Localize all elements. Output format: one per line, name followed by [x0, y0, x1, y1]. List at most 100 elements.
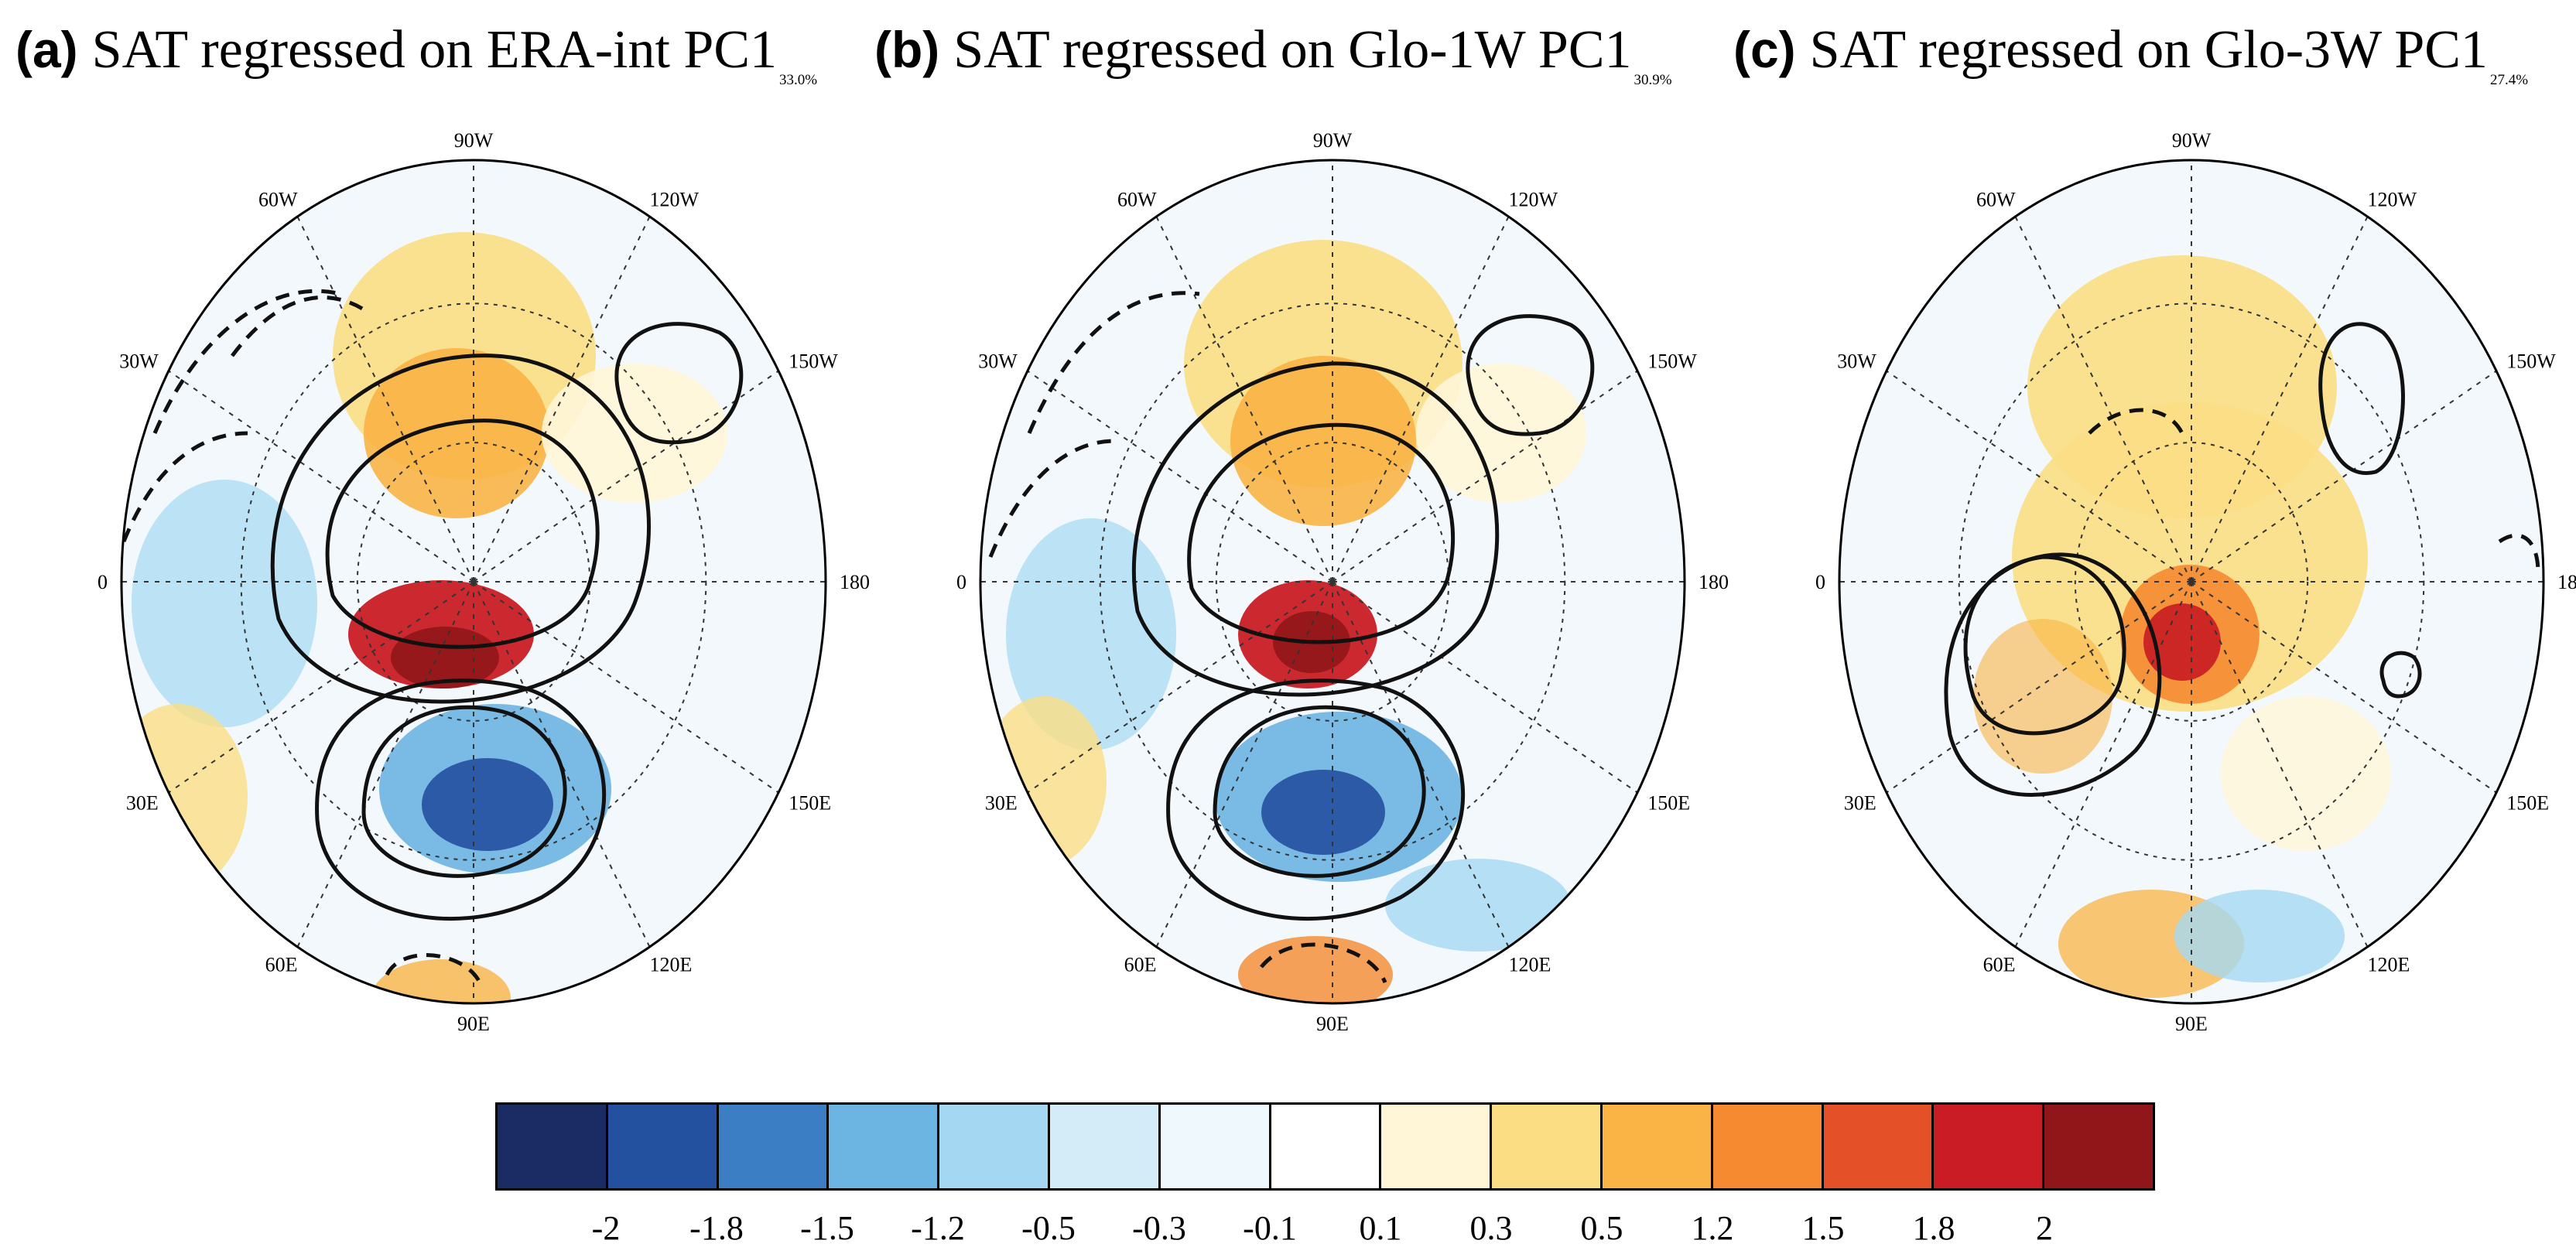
colorbar-segment — [1049, 1105, 1161, 1188]
colorbar-segment — [1381, 1105, 1493, 1188]
positive-contour — [315, 678, 607, 921]
colorbar-tick-label: -1.5 — [800, 1209, 854, 1247]
panel-label: (a) — [15, 21, 78, 78]
anomaly-patch — [371, 959, 511, 1003]
positive-contour — [1466, 314, 1595, 436]
colorbar-tick-label: 0.3 — [1469, 1209, 1513, 1247]
colorbar-tick-label: -1.2 — [911, 1209, 965, 1247]
variance-subscript: 27.4% — [2489, 72, 2529, 88]
positive-contour — [1187, 422, 1455, 644]
longitude-label: 90W — [1313, 129, 1353, 152]
positive-contour — [1213, 705, 1426, 878]
polar-map: 90W 120W 150W 180 150E 120E 90E 60E 30E 0 30W 60W — [97, 129, 870, 1035]
colorbar-segment — [498, 1105, 608, 1188]
map-boundary — [1838, 159, 2545, 1005]
variance-subscript: 30.9% — [1634, 72, 1672, 88]
anomaly-patch — [1385, 859, 1571, 952]
panel-title-text: SAT regressed on ERA-int PC1 — [91, 20, 778, 80]
positive-contour — [1963, 555, 2126, 736]
colorbar-tick-label: 1.8 — [1912, 1209, 1955, 1247]
panel-title-text: SAT regressed on Glo-3W PC1 — [1809, 20, 2488, 80]
positive-contour — [1944, 552, 2162, 797]
negative-contour — [121, 431, 248, 542]
longitude-label: 180 — [2557, 571, 2576, 593]
longitude-label: 0 — [1815, 571, 1825, 593]
longitude-label: 150E — [2506, 792, 2549, 815]
longitude-label: 120E — [650, 954, 693, 976]
colorbar-segment — [829, 1105, 940, 1188]
regression-contours — [1944, 322, 2540, 797]
colorbar-tick-label: 1.2 — [1691, 1209, 1734, 1247]
longitude-label: 30E — [126, 792, 159, 815]
map-boundary — [979, 159, 1686, 1005]
negative-contour — [988, 439, 1115, 558]
regression-contours — [121, 289, 744, 984]
positive-contour — [361, 705, 567, 878]
positive-contour — [2379, 651, 2422, 699]
negative-contour — [2498, 533, 2540, 573]
graticule — [1839, 160, 2544, 1003]
positive-contour — [270, 354, 652, 704]
longitude-label: 30E — [1844, 792, 1876, 815]
longitude-label: 60W — [258, 188, 298, 210]
anomaly-patch — [1261, 770, 1385, 855]
longitude-label: 60W — [1976, 188, 2016, 210]
map-panel-a: (a) SAT regressed on ERA-int PC133.0% 90W… — [0, 0, 870, 1060]
longitude-label: 120W — [650, 188, 700, 210]
panel-title: (c) SAT regressed on Glo-3W PC127.4% — [1733, 20, 2529, 88]
longitude-label: 90E — [2175, 1013, 2208, 1035]
colorbar-segment — [1602, 1105, 1713, 1188]
colorbar-segment — [1712, 1105, 1824, 1188]
panel-label: (c) — [1733, 21, 1796, 78]
colorbar-tick-label: -1.8 — [689, 1209, 744, 1247]
anomaly-patch — [132, 480, 317, 727]
colorbar-segment — [2044, 1105, 2153, 1188]
colorbar-tick-label: -0.5 — [1021, 1209, 1076, 1247]
longitude-label: 30W — [1837, 350, 1876, 373]
colorbar-tick-label: 0.1 — [1359, 1209, 1402, 1247]
colorbar-segment — [1160, 1105, 1271, 1188]
colorbar-tick-label: 1.5 — [1801, 1209, 1845, 1247]
colorbar-segment — [1934, 1105, 2045, 1188]
anomaly-patch — [2174, 890, 2345, 982]
longitude-label: 30E — [985, 792, 1018, 815]
anomaly-patch — [542, 364, 727, 503]
anomaly-patch — [422, 758, 553, 851]
longitude-label: 180 — [1699, 571, 1729, 593]
regression-contours — [988, 291, 1595, 984]
longitude-label: 120W — [2368, 188, 2417, 210]
panel-label: (b) — [874, 21, 940, 78]
positive-contour — [1132, 361, 1500, 697]
panel-title-text: SAT regressed on Glo-1W PC1 — [953, 20, 1632, 80]
panel-title: (a) SAT regressed on ERA-int PC133.0% — [15, 20, 817, 88]
longitude-label: 30W — [978, 350, 1018, 373]
positive-contour — [325, 419, 600, 649]
longitude-label: 60W — [1117, 188, 1157, 210]
colorbar-segment — [939, 1105, 1050, 1188]
negative-contour — [152, 289, 341, 434]
negative-contour — [1260, 942, 1387, 984]
map-panel-b: (b) SAT regressed on Glo-1W PC130.9% 90W 1… — [859, 0, 1729, 1060]
anomaly-patch — [2143, 603, 2221, 681]
positive-contour — [614, 322, 744, 445]
longitude-label: 150W — [789, 350, 838, 373]
longitude-label: 120W — [1509, 188, 1558, 210]
colorbar-tick-label: -0.3 — [1132, 1209, 1186, 1247]
longitude-label: 120E — [1509, 954, 1551, 976]
anomaly-patch — [2221, 696, 2391, 851]
longitude-label: 90E — [1316, 1013, 1349, 1035]
longitude-label: 30W — [119, 350, 159, 373]
longitude-label: 150E — [1647, 792, 1690, 815]
polar-map: 90W 120W 150W 180 150E 120E 90E 60E 30E 0 30W 60W — [956, 129, 1729, 1035]
negative-contour — [2088, 408, 2184, 435]
longitude-label: 60E — [265, 954, 298, 976]
longitude-label: 90W — [2172, 129, 2212, 152]
anomaly-patch — [2012, 402, 2368, 712]
colorbar-segment — [1271, 1105, 1382, 1188]
anomaly-patch — [1973, 619, 2112, 774]
longitude-label: 0 — [97, 571, 108, 593]
anomaly-patch — [1238, 936, 1393, 1003]
map-boundary — [120, 159, 827, 1005]
anomaly-patch — [1230, 356, 1416, 526]
colorbar — [495, 1102, 2155, 1191]
